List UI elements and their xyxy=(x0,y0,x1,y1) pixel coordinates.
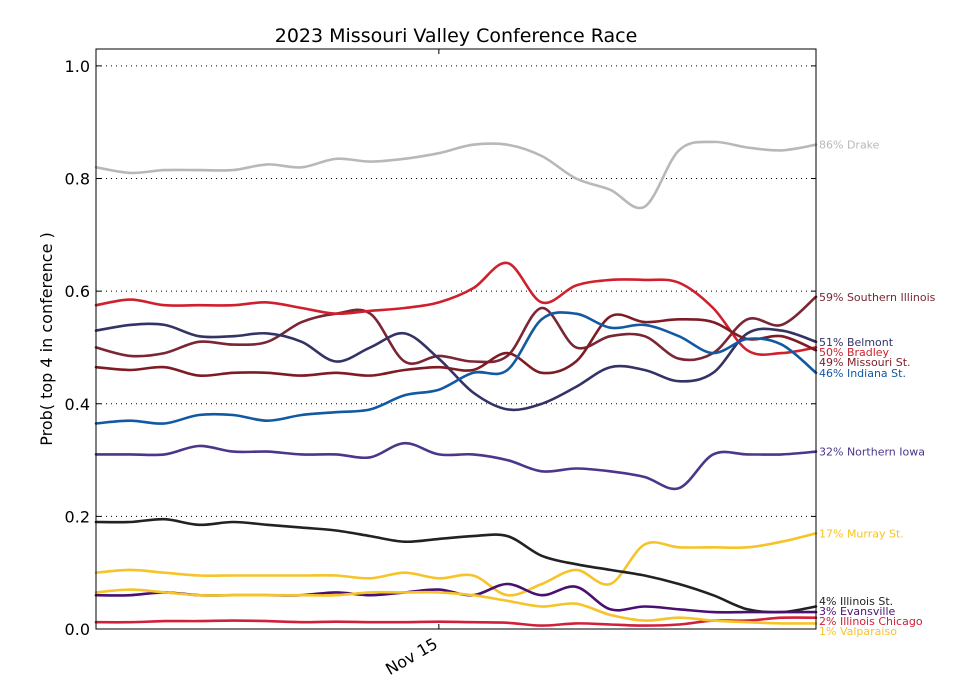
series-line-drake xyxy=(94,140,818,210)
series-line-evansville xyxy=(94,582,818,614)
series-end-label: 2% Illinois Chicago xyxy=(819,615,923,628)
plot-frame xyxy=(95,48,817,630)
series-end-label: 86% Drake xyxy=(819,139,880,152)
series-layer xyxy=(94,140,818,627)
series-line-missouri-st- xyxy=(94,313,818,378)
series-end-labels: 86% Drake 59% Southern Illinois 51% Belmon… xyxy=(819,139,936,638)
series-line-valparaiso xyxy=(94,588,818,625)
grid-lines xyxy=(96,65,816,517)
series-end-label: 50% Bradley xyxy=(819,346,890,359)
series-end-label: 46% Indiana St. xyxy=(819,367,906,380)
series-line-murray-st- xyxy=(94,532,818,597)
y-tick-label: 0.8 xyxy=(65,170,90,189)
series-end-label: 3% Evansville xyxy=(819,605,896,618)
series-line-indiana-st- xyxy=(94,311,818,425)
y-tick-label: 0.2 xyxy=(65,507,90,526)
series-line-northern-iowa xyxy=(94,441,818,491)
y-tick-label: 0.4 xyxy=(65,395,90,414)
series-end-label: 4% Illinois St. xyxy=(819,595,893,608)
series-end-label: 1% Valparaiso xyxy=(819,625,897,638)
y-tick-label: 1.0 xyxy=(65,57,90,76)
series-end-label: 59% Southern Illinois xyxy=(819,291,936,304)
series-line-illinois-chicago xyxy=(94,616,818,627)
x-tick-label: Nov 15 xyxy=(382,634,441,679)
series-line-bradley xyxy=(94,261,818,356)
series-line-illinois-st- xyxy=(94,517,818,614)
series-end-label: 32% Northern Iowa xyxy=(819,446,925,459)
y-tick-label: 0.0 xyxy=(65,620,90,639)
series-end-label: 49% Missouri St. xyxy=(819,356,911,369)
series-end-label: 17% Murray St. xyxy=(819,527,904,540)
y-axis-label: Prob( top 4 in conference ) xyxy=(37,232,56,446)
series-end-label: 51% Belmont xyxy=(819,336,894,349)
series-line-southern-illinois xyxy=(94,295,818,365)
y-axis-ticks: 0.0 0.2 0.4 0.6 0.8 1.0 xyxy=(65,57,816,639)
series-line-belmont xyxy=(94,322,818,412)
chart-title: 2023 Missouri Valley Conference Race xyxy=(275,25,638,47)
y-tick-label: 0.6 xyxy=(65,282,90,301)
